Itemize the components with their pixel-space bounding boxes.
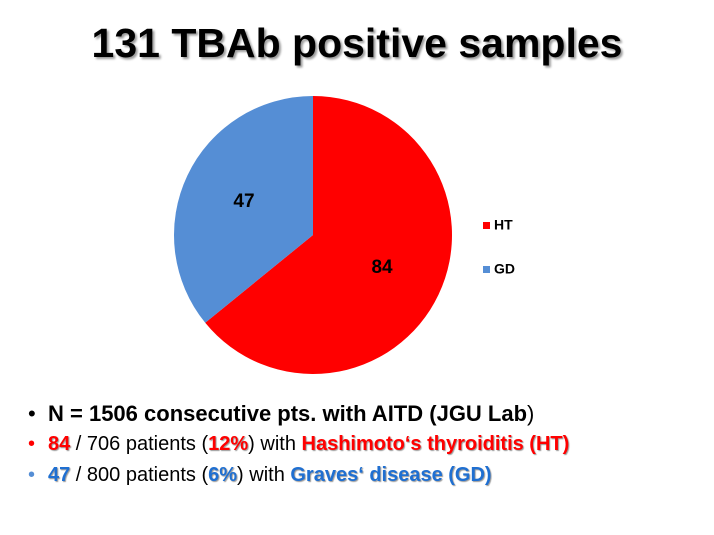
slide-title: 131 TBAb positive samples [91,20,623,66]
bullet-item: 84 / 706 patients (12%) with Hashimoto‘s… [28,429,569,460]
bullet-item: N = 1506 consecutive pts. with AITD (JGU… [28,398,569,429]
text-run: 47 [48,464,71,486]
pie-slice [174,95,313,323]
pie-chart: 84 47 HT GD [174,95,515,374]
text-run: 84 [48,433,71,455]
text-run: / 800 patients ( [70,464,209,486]
text-run: ) [527,401,535,426]
text-run: Graves‘ disease (GD) [290,464,492,486]
bullet-item: 47 / 800 patients (6%) with Graves‘ dise… [28,460,569,491]
text-run: 6% [208,464,238,486]
data-label: 47 [233,191,254,212]
legend-swatch [483,222,490,229]
text-run: 12% [208,433,249,455]
text-run: Hashimoto‘s thyroiditis (HT) [301,433,570,455]
text-run: JGU Lab [436,401,528,426]
legend-label: GD [494,261,515,277]
text-run: N = 1506 consecutive pts. with AITD ( [48,401,437,426]
bullet-list: N = 1506 consecutive pts. with AITD (JGU… [28,398,569,491]
data-label: 84 [371,257,393,278]
pie-slice [205,96,453,374]
text-run: ) with [237,464,291,486]
text-run: / 706 patients ( [70,433,209,455]
text-run: ) with [248,433,302,455]
legend-swatch [483,266,490,273]
legend-label: HT [494,217,513,233]
